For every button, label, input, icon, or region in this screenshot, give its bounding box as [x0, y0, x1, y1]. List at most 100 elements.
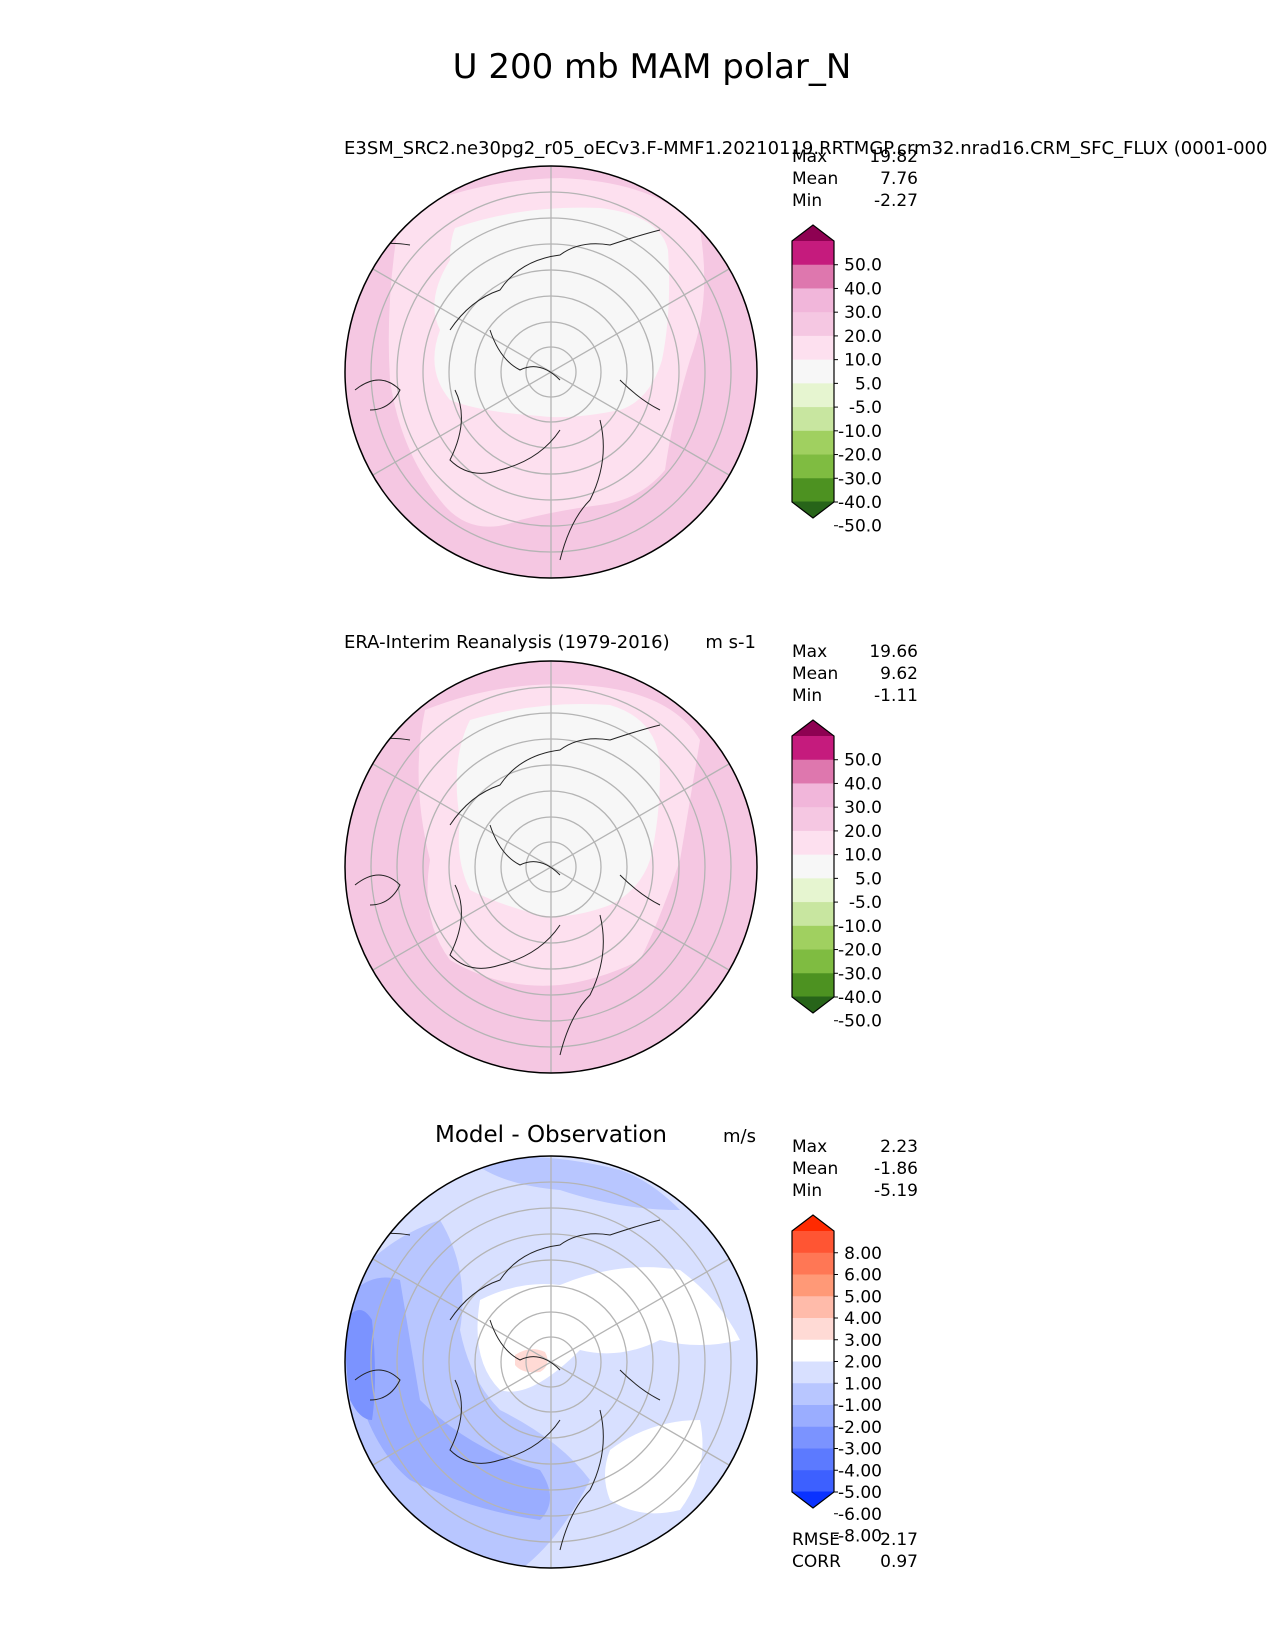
colorbar-tick-label: 5.00: [844, 1287, 882, 1307]
colorbar-tick-label: -8.00: [838, 1527, 882, 1547]
colorbar-segment: [792, 430, 834, 456]
colorbar-extend-min: [792, 996, 834, 1013]
contour-neg5-5-observation: [456, 704, 660, 917]
map-model-border: [344, 165, 758, 579]
colorbar-tick-label: 30.0: [844, 798, 882, 818]
colorbar-tick-label: 10.0: [844, 846, 882, 866]
colorbar-tick-label: 1.00: [844, 1374, 882, 1394]
map-difference-border: [344, 1155, 758, 1569]
colorbar-tick-label: 20.0: [844, 822, 882, 842]
error-stats-difference: RMSE 2.17 CORR 0.97: [792, 1530, 918, 1572]
colorbar-tick-label: -10.0: [838, 917, 882, 937]
colorbar-tick-label: 40.0: [844, 279, 882, 299]
colorbar-tick-label: -6.00: [838, 1505, 882, 1525]
colorbar-segment: [792, 312, 834, 337]
colorbar-segment: [792, 1426, 834, 1450]
stat-value: 7.76: [880, 169, 918, 189]
colorbar-tick-label: -2.00: [838, 1418, 882, 1438]
colorbar-segment: [792, 1318, 834, 1341]
colorbar-tick-label: 10.0: [844, 351, 882, 371]
stat-value: -1.11: [874, 686, 918, 706]
stat-value: 2.17: [880, 1530, 918, 1550]
stat-value: 0.97: [880, 1552, 918, 1572]
colorbar-segment: [792, 830, 834, 856]
colorbar-tick-label: 30.0: [844, 303, 882, 323]
colorbar-tick-label: 50.0: [844, 751, 882, 771]
colorbar-tick-label: -20.0: [838, 446, 882, 466]
colorbar-tick-label: 5.0: [855, 869, 882, 889]
colorbar-model: 50.0 40.0 30.0 20.0 10.0 5.0 -5.0 -10.0 -20.0 -30…: [791, 224, 882, 537]
panel-model-title: E3SM_SRC2.ne30pg2_r05_oECv3.F-MMF1.20210…: [344, 138, 1267, 159]
stat-value: -1.86: [874, 1159, 918, 1179]
colorbar-segment: [792, 288, 834, 313]
colorbar-segment: [792, 1448, 834, 1471]
stat-value: -5.19: [874, 1181, 918, 1201]
stat-value: -2.27: [874, 191, 918, 211]
colorbar-extend-min: [792, 1491, 834, 1508]
panel-model: E3SM_SRC2.ne30pg2_r05_oECv3.F-MMF1.20210…: [344, 138, 1267, 579]
colorbar-tick-label: 50.0: [844, 256, 882, 276]
panel-difference: Model - Observation m/s: [344, 1122, 918, 1572]
colorbar-observation: 50.0 40.0 30.0 20.0 10.0 5.0 -5.0 -10.0 -20.0 -30…: [791, 719, 882, 1032]
panel-observation-units: m s-1: [705, 632, 756, 653]
coastlines-model: [354, 229, 661, 561]
colorbar-segment: [792, 902, 834, 927]
colorbar-segment: [792, 407, 834, 432]
colorbar-segment: [792, 925, 834, 951]
colorbar-segment: [792, 454, 834, 479]
panel-difference-title: Model - Observation: [435, 1122, 667, 1148]
stats-difference: Max 2.23 Mean -1.86 Min -5.19: [792, 1137, 918, 1201]
contour-neg5-5-model: [434, 207, 670, 418]
stat-label: CORR: [792, 1552, 841, 1572]
colorbar-tick-label: 3.00: [844, 1331, 882, 1351]
colorbar-tick-label: -5.00: [838, 1483, 882, 1503]
colorbar-segment: [792, 1231, 834, 1254]
stats-model: Max 19.82 Mean 7.76 Min -2.27: [792, 147, 918, 211]
colorbar-segment: [792, 1470, 834, 1493]
colorbar-segment: [792, 478, 834, 503]
stat-label: Max: [792, 147, 827, 167]
colorbar-tick-label: -50.0: [838, 517, 882, 537]
colorbar-tick-label: 2.00: [844, 1353, 882, 1373]
colorbar-tick-label: 8.00: [844, 1244, 882, 1264]
colorbar-extend-min: [792, 501, 834, 518]
contour-neg3-neg2-difference: [345, 1277, 550, 1520]
colorbar-tick-label: -1.00: [838, 1396, 882, 1416]
stat-label: Min: [792, 1181, 822, 1201]
stat-label: Mean: [792, 1159, 838, 1179]
colorbar-segment: [792, 335, 834, 361]
colorbar-difference: 8.006.005.004.003.002.001.00-1.00-2.00-3…: [791, 1214, 882, 1547]
graticule-observation: [370, 661, 732, 1073]
colorbar-segment: [792, 783, 834, 808]
colorbar-tick-label: 4.00: [844, 1309, 882, 1329]
colorbar-segment: [792, 759, 834, 785]
colorbar-segment: [792, 854, 834, 879]
colorbar-tick-label: -10.0: [838, 422, 882, 442]
map-observation-border: [344, 660, 758, 1074]
panel-difference-units: m/s: [723, 1126, 756, 1147]
stat-label: Min: [792, 191, 822, 211]
colorbar-tick-label: 20.0: [844, 327, 882, 347]
panel-observation: ERA-Interim Reanalysis (1979-2016) m s-1: [344, 632, 918, 1074]
stats-observation: Max 19.66 Mean 9.62 Min -1.11: [792, 642, 918, 706]
stat-label: Max: [792, 1137, 827, 1157]
colorbar-extend-max: [792, 225, 834, 242]
colorbar-segment: [792, 949, 834, 974]
colorbar-segment: [792, 736, 834, 761]
colorbar-segment: [792, 1296, 834, 1319]
colorbar-tick-label: -4.00: [838, 1461, 882, 1481]
stat-label: Min: [792, 686, 822, 706]
colorbar-tick-label: -5.0: [849, 893, 882, 913]
colorbar-tick-label: -40.0: [838, 493, 882, 513]
colorbar-segment: [792, 359, 834, 384]
colorbar-tick-label: -40.0: [838, 988, 882, 1008]
stat-value: 9.62: [880, 664, 918, 684]
colorbar-segment: [792, 878, 834, 903]
colorbar-tick-label: -5.0: [849, 398, 882, 418]
colorbar-tick-label: 6.00: [844, 1266, 882, 1286]
stat-label: Mean: [792, 664, 838, 684]
stat-label: Max: [792, 642, 827, 662]
colorbar-segment: [792, 1405, 834, 1428]
colorbar-tick-label: -50.0: [838, 1012, 882, 1032]
